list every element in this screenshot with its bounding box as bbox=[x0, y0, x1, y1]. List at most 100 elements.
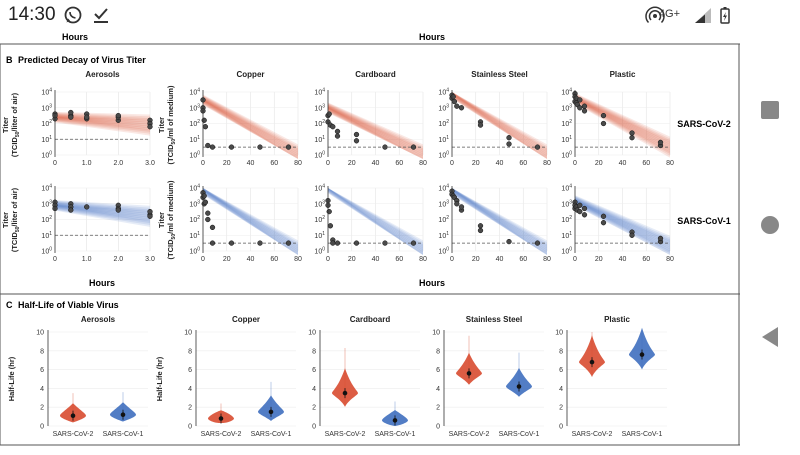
fit-band bbox=[328, 188, 423, 255]
y-tick-label: 103 bbox=[189, 103, 200, 112]
x-tick-label: 60 bbox=[642, 256, 650, 263]
data-point bbox=[581, 205, 588, 212]
fit-band bbox=[203, 94, 298, 151]
data-point bbox=[147, 208, 153, 215]
y-tick-label: 102 bbox=[314, 215, 325, 224]
data-point bbox=[330, 124, 336, 130]
top-hours-label-center: Hours bbox=[419, 32, 445, 42]
y-tick-label: 104 bbox=[561, 184, 572, 193]
y-tick-label: 100 bbox=[438, 151, 449, 160]
violin-median bbox=[589, 359, 595, 365]
y-tick-label: 4 bbox=[312, 386, 316, 393]
violin-sars-cov-2 bbox=[332, 368, 358, 407]
decay-panel-cardboard-sars-cov-2: 0 20 40 60 80 100 101 102 103 104 bbox=[314, 88, 427, 168]
violin-median bbox=[392, 418, 398, 423]
y-tick-label: 2 bbox=[188, 405, 192, 412]
data-point bbox=[68, 109, 74, 116]
data-point bbox=[330, 240, 336, 246]
halflife-panel-plastic: Plastic 0 2 4 6 8 10 SARS-CoV-2 SARS-CoV-1 bbox=[555, 315, 667, 438]
data-point bbox=[68, 207, 74, 213]
fit-band bbox=[203, 188, 298, 254]
fit-band bbox=[328, 103, 423, 155]
whatsapp-icon bbox=[64, 6, 82, 24]
violin-median bbox=[342, 390, 348, 396]
data-point bbox=[477, 122, 484, 128]
x-tick-label: 20 bbox=[348, 256, 356, 263]
data-point bbox=[458, 105, 465, 111]
halflife-ylabel: Half-Life (hr) bbox=[7, 356, 16, 401]
fit-band bbox=[203, 188, 298, 253]
y-tick-label: 102 bbox=[314, 119, 325, 128]
fit-band bbox=[203, 95, 298, 153]
y-tick-label: 100 bbox=[189, 151, 200, 160]
fit-band bbox=[328, 188, 423, 249]
status-bar: 14:30 4G+ bbox=[0, 0, 740, 30]
y-tick-label: 102 bbox=[41, 119, 52, 128]
data-point bbox=[657, 235, 664, 242]
data-point bbox=[202, 124, 209, 130]
fit-band bbox=[452, 188, 547, 251]
y-tick-label: 100 bbox=[438, 247, 449, 256]
top-hours-label-left: Hours bbox=[62, 32, 88, 42]
y-tick-label: 101 bbox=[561, 135, 572, 144]
fit-band bbox=[55, 115, 150, 132]
category-label: SARS-CoV-2 bbox=[53, 431, 94, 438]
decay-panel-copper-sars-cov-2: 0 20 40 60 80 100 101 102 103 104 bbox=[189, 88, 302, 168]
data-point bbox=[115, 112, 121, 119]
fit-band bbox=[328, 106, 423, 159]
data-point bbox=[451, 98, 458, 105]
category-label: SARS-CoV-1 bbox=[622, 431, 663, 438]
fit-band bbox=[55, 111, 150, 121]
fit-band bbox=[55, 113, 150, 127]
hours-label-b-center: Hours bbox=[419, 278, 445, 288]
y-tick-label: 104 bbox=[189, 88, 200, 97]
data-point bbox=[382, 144, 388, 150]
figure-labels: Hours Hours B Predicted Decay of Virus T… bbox=[6, 32, 731, 310]
data-point bbox=[657, 139, 664, 146]
data-point bbox=[205, 216, 211, 223]
y-tick-label: 102 bbox=[41, 215, 52, 224]
fit-band bbox=[55, 202, 150, 220]
section-c-letter: C bbox=[6, 300, 13, 310]
section-c-title: Half-Life of Viable Virus bbox=[18, 300, 119, 310]
recents-square-icon[interactable] bbox=[760, 100, 780, 120]
data-point bbox=[534, 240, 541, 246]
category-label: SARS-CoV-2 bbox=[449, 431, 490, 438]
fit-band bbox=[328, 102, 423, 151]
x-tick-label: 0 bbox=[201, 256, 205, 263]
fit-band bbox=[575, 196, 670, 246]
section-b-title: Predicted Decay of Virus Titer bbox=[18, 55, 146, 65]
data-point bbox=[581, 108, 588, 114]
x-tick-label: 1.0 bbox=[82, 256, 92, 263]
category-label: SARS-CoV-1 bbox=[103, 431, 144, 438]
data-point bbox=[326, 208, 332, 215]
x-tick-label: 40 bbox=[619, 256, 627, 263]
x-tick-label: 80 bbox=[543, 256, 551, 263]
back-triangle-icon[interactable] bbox=[760, 326, 780, 348]
home-circle-icon[interactable] bbox=[759, 214, 781, 236]
x-tick-label: 40 bbox=[619, 160, 627, 167]
fit-band bbox=[203, 188, 298, 255]
fit-band bbox=[452, 92, 547, 155]
x-tick-label: 80 bbox=[666, 256, 674, 263]
data-point bbox=[629, 232, 635, 238]
fit-band bbox=[452, 188, 547, 247]
data-point bbox=[147, 213, 153, 219]
y-tick-label: 0 bbox=[40, 424, 44, 431]
halflife-panel-stainless-steel: Stainless Steel 0 2 4 6 8 10 SARS-CoV-2 SARS-CoV… bbox=[432, 315, 544, 438]
halflife-panel-aerosols: Aerosols 0 2 4 6 8 10 SARS-CoV-2 SARS-CoV-1 bbox=[36, 315, 148, 438]
section-b-letter: B bbox=[6, 55, 13, 65]
fit-band bbox=[328, 188, 423, 255]
fit-band bbox=[452, 92, 547, 158]
y-tick-label: 104 bbox=[314, 88, 325, 97]
x-tick-label: 0 bbox=[53, 160, 57, 167]
y-tick-label: 0 bbox=[559, 424, 563, 431]
x-tick-label: 60 bbox=[395, 160, 403, 167]
fit-band bbox=[203, 188, 298, 255]
data-point bbox=[581, 212, 588, 218]
data-point bbox=[334, 240, 341, 246]
x-tick-label: 60 bbox=[519, 256, 527, 263]
halflife-panel-title: Copper bbox=[232, 315, 260, 324]
fit-band bbox=[452, 92, 547, 159]
